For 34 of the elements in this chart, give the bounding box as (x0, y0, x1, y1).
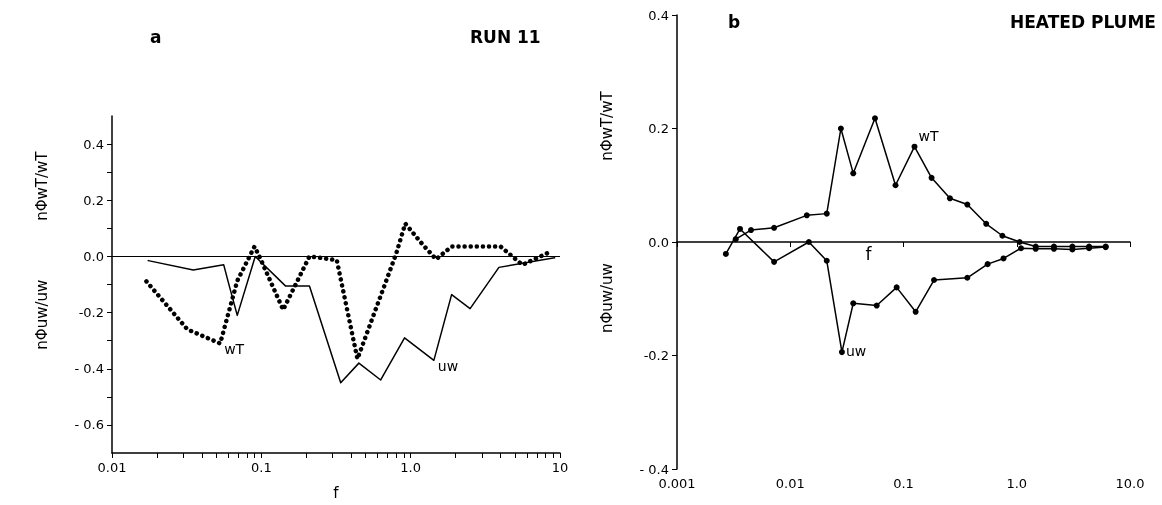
x-tick-label: 0.01 (775, 476, 805, 491)
text: nΦuw/uw (598, 263, 616, 334)
x-tick-label: 10 (551, 460, 569, 475)
x-tick-label: 1.0 (1006, 476, 1028, 491)
y-tick-label: 0.4 (83, 136, 104, 152)
y-tick-label: -0.2 (78, 305, 104, 321)
chart-subtitle: b (728, 11, 741, 32)
x-tick-label: 1.0 (400, 460, 422, 475)
chart-subtitle: a (150, 26, 162, 47)
y-tick-label: - 0.6 (74, 417, 104, 433)
y-tick-label: 0.2 (83, 192, 104, 208)
x-axis-title: f (865, 243, 873, 264)
annotation: wT (918, 127, 939, 144)
x-axis-title: f (333, 483, 340, 502)
y-tick-label: - 0.4 (74, 361, 104, 377)
text: nΦuw/uw (33, 279, 51, 350)
x-tick-label: 0.001 (658, 476, 696, 491)
annotation: wT (224, 341, 245, 358)
chart-title: RUN 11 (470, 26, 541, 47)
y-tick-label: 0.0 (648, 234, 669, 250)
y-tick-label: - 0.4 (639, 461, 669, 477)
y-tick-label: 0.2 (648, 121, 669, 136)
chart-title: HEATED PLUME (1010, 11, 1156, 32)
y-axis-title: nΦwT/wT (598, 90, 616, 161)
annotation: uw (437, 358, 459, 375)
x-tick-label: 0.01 (97, 460, 127, 475)
y-axis-title: nΦwT/wT (33, 150, 51, 221)
x-tick-label: 0.1 (250, 460, 272, 475)
y-tick-label: -0.2 (643, 348, 669, 363)
x-tick-label: 10.0 (1115, 476, 1145, 491)
y-tick-label: 0.4 (648, 7, 669, 23)
x-tick-label: 0.1 (893, 476, 914, 491)
y-tick-label: 0.0 (83, 248, 104, 264)
annotation: uw (845, 342, 867, 359)
